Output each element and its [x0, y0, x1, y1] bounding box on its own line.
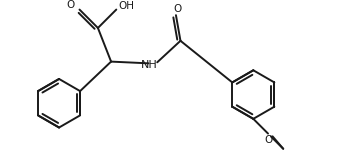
Text: NH: NH [141, 60, 158, 70]
Text: OH: OH [118, 1, 134, 11]
Text: O: O [173, 4, 182, 14]
Text: O: O [67, 0, 75, 10]
Text: O: O [264, 135, 273, 146]
